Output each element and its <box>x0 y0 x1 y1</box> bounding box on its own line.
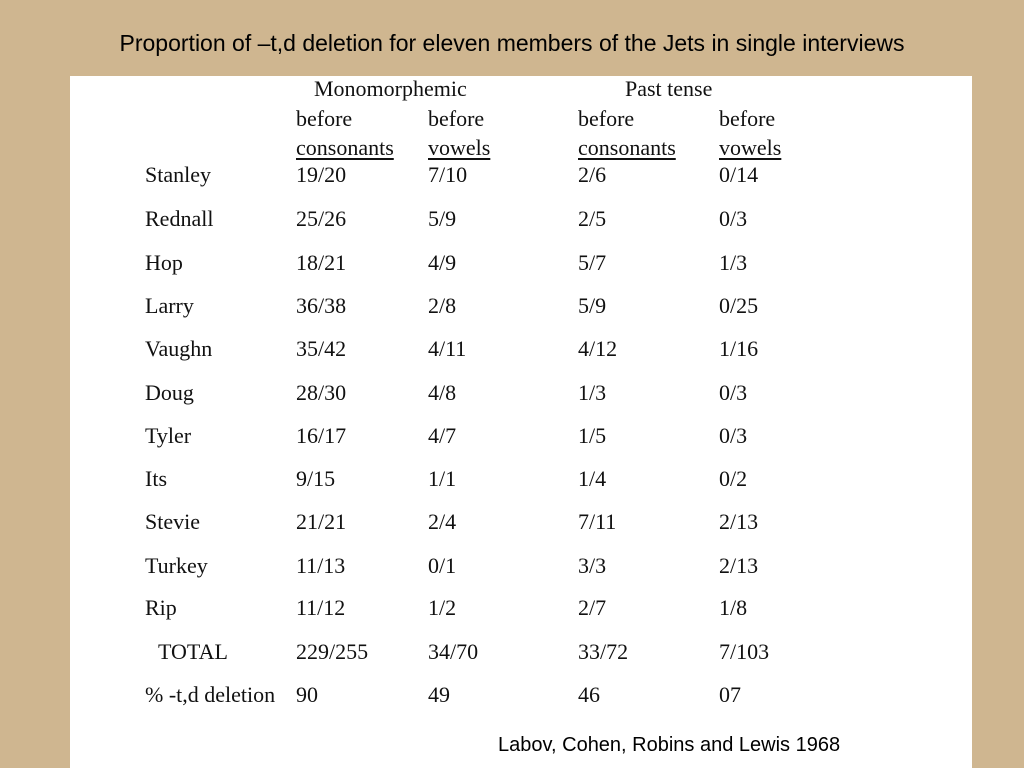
group-header-monomorphemic: Monomorphemic <box>314 76 467 101</box>
table-cell: 90 <box>296 682 318 707</box>
table-cell: 7/11 <box>578 509 617 534</box>
table-cell: 7/10 <box>428 162 468 187</box>
slide-title: Proportion of –t,d deletion for eleven m… <box>119 30 905 56</box>
col-header-1-line1: before <box>296 106 353 131</box>
table-cell: 4/8 <box>428 380 457 405</box>
col-header-4-line1: before <box>719 106 776 131</box>
table-cell: 2/7 <box>578 595 607 620</box>
table-cell: 25/26 <box>296 206 347 231</box>
table-cell: 5/9 <box>578 293 607 318</box>
table-cell: 19/20 <box>296 162 347 187</box>
row-label: Tyler <box>145 423 192 448</box>
table-cell: 4/7 <box>428 423 457 448</box>
deletion-table: Monomorphemic Past tense before consonan… <box>70 76 972 768</box>
col-header-3-line1: before <box>578 106 635 131</box>
row-label: Larry <box>145 293 194 318</box>
row-label: Turkey <box>145 553 208 578</box>
table-cell: 49 <box>428 682 450 707</box>
table-cell: 28/30 <box>296 380 347 405</box>
col-header-2-line1: before <box>428 106 485 131</box>
table-cell: 0/3 <box>719 380 748 405</box>
table-cell: 46 <box>578 682 600 707</box>
table-cell: 1/3 <box>719 250 748 275</box>
row-label: Rip <box>145 595 177 620</box>
row-label: % -t,d deletion <box>145 682 276 707</box>
table-cell: 11/12 <box>296 595 346 620</box>
table-cell: 0/14 <box>719 162 759 187</box>
table-cell: 9/15 <box>296 466 336 491</box>
row-label: Stevie <box>145 509 200 534</box>
table-cell: 2/6 <box>578 162 607 187</box>
col-header-3-line2: consonants <box>578 135 676 160</box>
table-cell: 7/103 <box>719 639 770 664</box>
table-cell: 5/9 <box>428 206 457 231</box>
row-label: TOTAL <box>158 639 228 664</box>
table-cell: 4/11 <box>428 336 467 361</box>
table-cell: 5/7 <box>578 250 607 275</box>
table-cell: 0/3 <box>719 423 748 448</box>
row-label: Doug <box>145 380 194 405</box>
table-cell: 18/21 <box>296 250 347 275</box>
table-cell: 35/42 <box>296 336 347 361</box>
table-cell: 0/2 <box>719 466 748 491</box>
table-cell: 33/72 <box>578 639 629 664</box>
col-header-2-line2: vowels <box>428 135 491 160</box>
table-cell: 1/16 <box>719 336 759 361</box>
table-cell: 1/1 <box>428 466 457 491</box>
col-header-1-line2: consonants <box>296 135 394 160</box>
table-cell: 3/3 <box>578 553 607 578</box>
table-cell: 0/3 <box>719 206 748 231</box>
citation: Labov, Cohen, Robins and Lewis 1968 <box>498 734 841 756</box>
table-cell: 2/13 <box>719 553 759 578</box>
table-cell: 4/9 <box>428 250 457 275</box>
table-cell: 16/17 <box>296 423 347 448</box>
table-cell: 0/1 <box>428 553 457 578</box>
table-cell: 11/13 <box>296 553 346 578</box>
row-label: Rednall <box>145 206 214 231</box>
table-cell: 1/3 <box>578 380 607 405</box>
row-label: Hop <box>145 250 183 275</box>
table-cell: 36/38 <box>296 293 347 318</box>
table-cell: 4/12 <box>578 336 618 361</box>
table-cell: 07 <box>719 682 741 707</box>
col-header-4-line2: vowels <box>719 135 782 160</box>
table-cell: 1/8 <box>719 595 748 620</box>
table-cell: 0/25 <box>719 293 759 318</box>
table-cell: 2/5 <box>578 206 607 231</box>
table-cell: 34/70 <box>428 639 479 664</box>
table-cell: 229/255 <box>296 639 369 664</box>
row-label: Vaughn <box>145 336 213 361</box>
table-cell: 2/13 <box>719 509 759 534</box>
row-label: Stanley <box>145 162 211 187</box>
table-cell: 1/2 <box>428 595 457 620</box>
table-cell: 21/21 <box>296 509 347 534</box>
table-cell: 1/5 <box>578 423 607 448</box>
row-label: Its <box>145 466 167 491</box>
table-cell: 2/8 <box>428 293 457 318</box>
group-header-past-tense: Past tense <box>625 76 713 101</box>
table-panel: Monomorphemic Past tense before consonan… <box>70 76 972 768</box>
table-cell: 2/4 <box>428 509 457 534</box>
table-cell: 1/4 <box>578 466 607 491</box>
